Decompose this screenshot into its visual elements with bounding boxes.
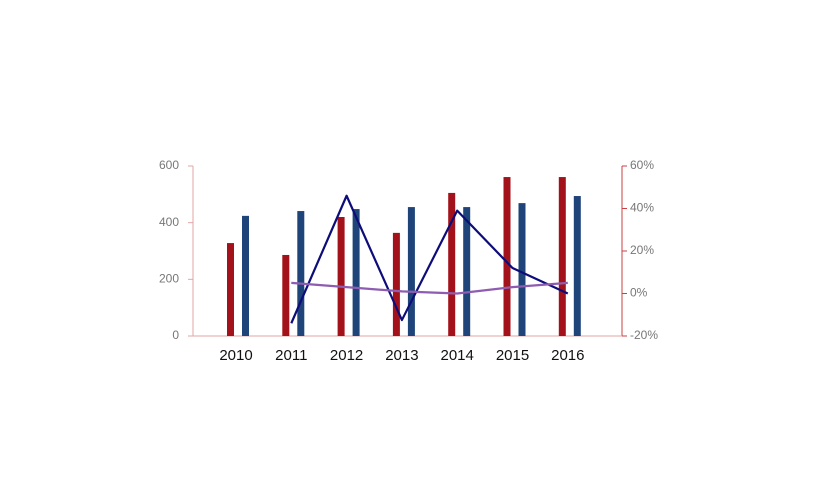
line [291, 281, 568, 295]
bar [558, 177, 566, 336]
bar [227, 243, 234, 336]
y-tick-label: 200 [159, 272, 179, 286]
x-tick-label: 2014 [441, 347, 474, 364]
bar [242, 215, 249, 336]
bar [573, 196, 581, 336]
y2-tick-label: 20% [630, 243, 654, 257]
y-tick-label: 600 [159, 158, 179, 172]
bar [503, 177, 511, 336]
x-tick-label: 2010 [219, 347, 252, 364]
x-tick-label: 2015 [496, 347, 529, 364]
bar [352, 209, 360, 336]
bar [282, 254, 290, 336]
bar [337, 217, 345, 336]
x-tick-label: 2016 [551, 347, 584, 364]
y2-tick-label: 40% [630, 201, 654, 215]
bar [463, 207, 471, 336]
bar [448, 192, 456, 336]
line [290, 194, 569, 324]
x-tick-label: 2011 [275, 347, 307, 364]
y2-tick-label: -20% [630, 328, 658, 342]
bar [392, 232, 400, 336]
y-tick-label: 400 [159, 215, 179, 229]
x-tick-label: 2013 [385, 347, 418, 364]
y2-tick-label: 60% [630, 158, 654, 172]
bar [407, 207, 415, 336]
y-tick-label: 0 [172, 328, 179, 342]
bar [297, 211, 305, 336]
y2-tick-label: 0% [630, 286, 648, 300]
x-tick-label: 2012 [330, 347, 363, 364]
bar [518, 203, 526, 336]
